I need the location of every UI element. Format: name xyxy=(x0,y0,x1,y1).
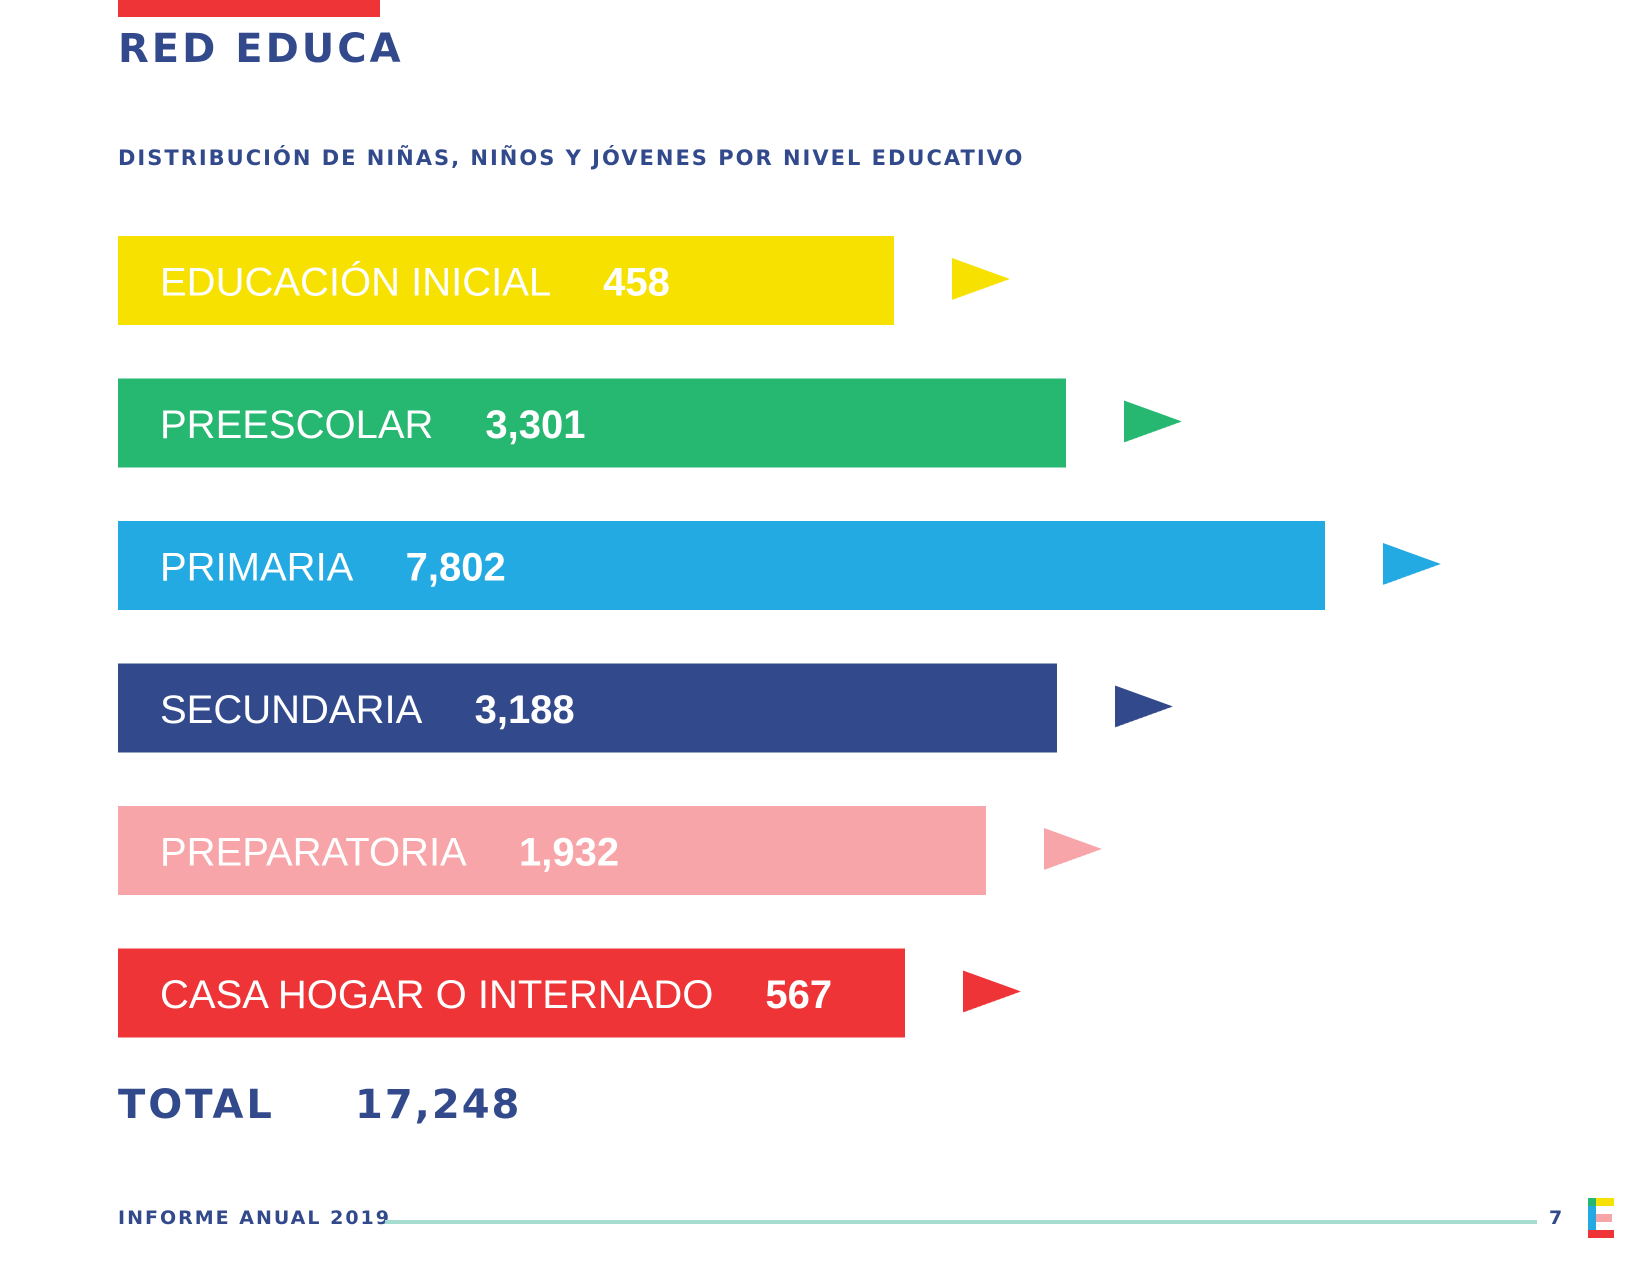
chart-title: DISTRIBUCIÓN DE NIÑAS, NIÑOS Y JÓVENES P… xyxy=(118,146,1025,170)
pennant-crease-4 xyxy=(1043,848,1103,871)
category-label-3: SECUNDARIA xyxy=(160,688,423,732)
footer-divider xyxy=(385,1220,1537,1224)
total-value: 17,248 xyxy=(355,1082,522,1128)
value-label-0: 458 xyxy=(603,261,670,305)
bar-3 xyxy=(118,663,1057,753)
pennant-marker-1 xyxy=(1124,400,1182,443)
value-label-2: 7,802 xyxy=(406,546,506,590)
pennant-crease-2 xyxy=(1382,563,1442,586)
category-label-4: PREPARATORIA xyxy=(160,831,467,875)
bar-2 xyxy=(118,521,1325,610)
pennant-marker-4 xyxy=(1044,828,1102,870)
category-label-5: CASA HOGAR O INTERNADO xyxy=(160,973,713,1017)
bar-chart: EDUCACIÓN INICIAL 458 PREESCOLAR 3,301 PRIMA… xyxy=(118,236,1442,1038)
pennant-marker-2 xyxy=(1383,543,1441,585)
value-label-3: 3,188 xyxy=(475,688,575,732)
category-label-2: PRIMARIA xyxy=(160,546,354,590)
value-label-1: 3,301 xyxy=(485,403,585,447)
total-label: TOTAL xyxy=(118,1082,275,1128)
pennant-crease-0 xyxy=(951,278,1011,301)
bar-5 xyxy=(118,948,905,1038)
bar-0 xyxy=(118,236,894,325)
pennant-crease-1 xyxy=(1123,421,1183,443)
value-label-4: 1,932 xyxy=(519,831,619,875)
bar-4 xyxy=(118,806,986,895)
value-label-5: 567 xyxy=(765,973,832,1017)
pennant-crease-3 xyxy=(1114,706,1174,728)
footer-report-label: INFORME ANUAL 2019 xyxy=(118,1207,391,1229)
pennant-crease-5 xyxy=(962,991,1022,1013)
e-logo-icon xyxy=(1588,1198,1614,1238)
page-title: RED EDUCA xyxy=(118,26,404,72)
pennant-marker-3 xyxy=(1115,685,1173,728)
header-accent-stripe xyxy=(118,0,380,17)
page-number: 7 xyxy=(1549,1207,1563,1229)
bar-1 xyxy=(118,378,1066,468)
category-label-1: PREESCOLAR xyxy=(160,403,433,447)
category-label-0: EDUCACIÓN INICIAL xyxy=(160,260,551,305)
pennant-marker-0 xyxy=(952,258,1010,300)
pennant-marker-5 xyxy=(963,970,1021,1013)
